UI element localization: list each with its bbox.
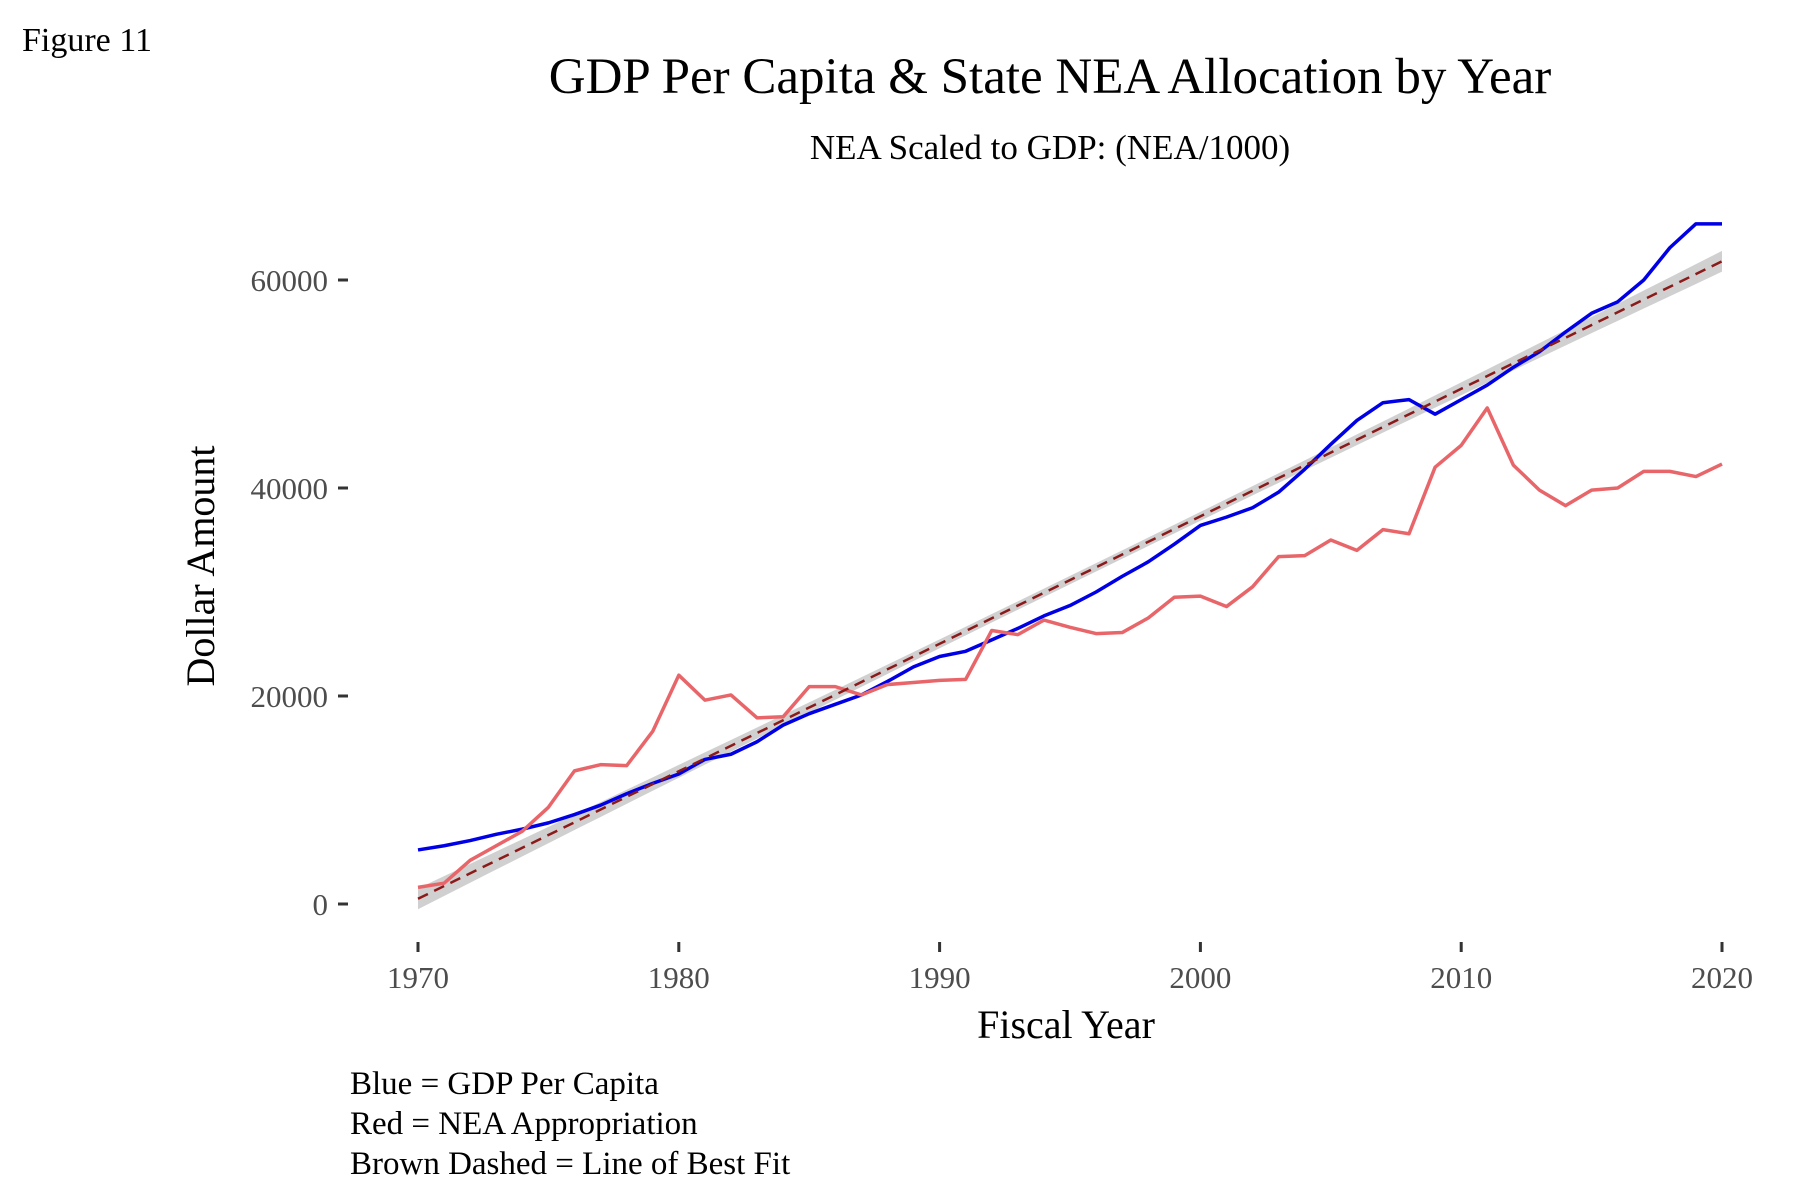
chart-subtitle: NEA Scaled to GDP: (NEA/1000): [809, 128, 1291, 167]
caption-line-red: Red = NEA Appropriation: [350, 1106, 698, 1142]
caption: Blue = GDP Per Capita Red = NEA Appropri…: [350, 1064, 790, 1184]
y-tick-label: 0: [313, 887, 329, 922]
y-tick-label: 20000: [251, 679, 329, 714]
y-tick-label: 60000: [251, 263, 329, 298]
x-tick-label: 1970: [387, 960, 449, 995]
x-tick-label: 1990: [909, 960, 971, 995]
y-tick-label: 40000: [251, 471, 329, 506]
best-fit-line: [417, 260, 1723, 900]
x-tick-label: 2010: [1430, 960, 1492, 995]
x-axis-title: Fiscal Year: [977, 1002, 1155, 1047]
chart-title: GDP Per Capita & State NEA Allocation by…: [548, 49, 1552, 105]
caption-line-brown: Brown Dashed = Line of Best Fit: [350, 1146, 791, 1182]
figure-label: Figure 11: [22, 22, 153, 59]
nea-appropriation-line: [417, 406, 1723, 890]
caption-line-blue: Blue = GDP Per Capita: [350, 1066, 659, 1102]
gdp-per-capita-line: [417, 222, 1722, 852]
y-axis-title: Dollar Amount: [178, 445, 223, 686]
x-tick-label: 1980: [648, 960, 710, 995]
x-tick-label: 2000: [1169, 960, 1231, 995]
x-tick-label: 2020: [1691, 960, 1753, 995]
plot-area: 0 20000 40000 60000 1970 1980 1990 2000 2010 2020: [251, 222, 1753, 995]
